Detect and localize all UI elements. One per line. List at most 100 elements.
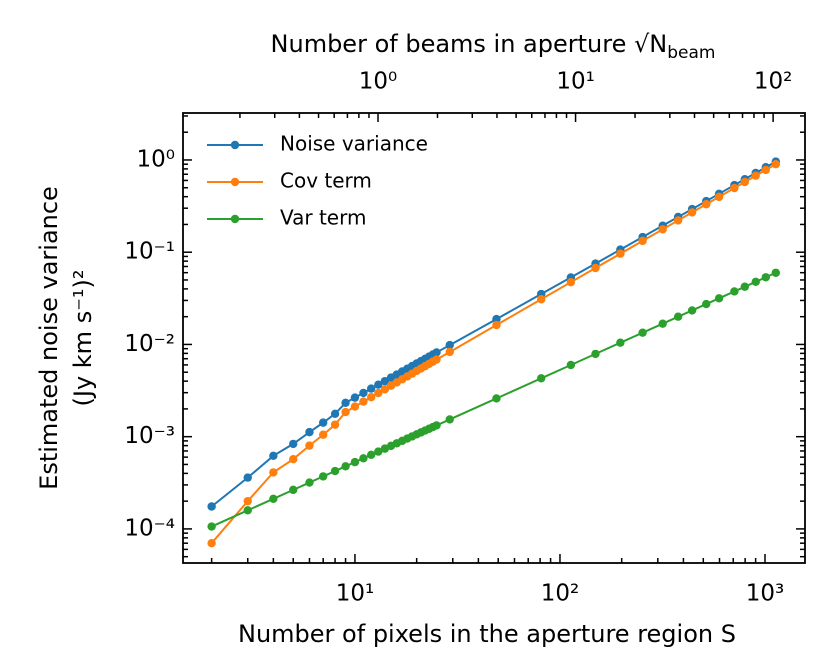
data-point — [687, 208, 697, 217]
data-point — [616, 249, 625, 258]
data-point — [366, 450, 376, 460]
data-point — [638, 236, 647, 246]
data-point — [289, 439, 298, 449]
data-point — [359, 397, 368, 406]
y-tick-label: 10⁰ — [137, 146, 176, 172]
legend-marker — [230, 214, 240, 224]
y-tick-label: 10⁻² — [124, 331, 175, 357]
x-tick-label: 10² — [541, 581, 580, 607]
y-tick-label: 10⁻³ — [124, 423, 175, 449]
data-point — [638, 328, 647, 337]
data-point — [374, 447, 383, 456]
data-point — [616, 338, 625, 347]
x-tick-label: 10³ — [746, 581, 785, 607]
data-point — [702, 299, 711, 309]
data-point — [492, 314, 501, 324]
y-axis-title: Estimated noise variance — [35, 186, 63, 490]
data-point — [673, 216, 683, 225]
top-x-tick-label: 10⁰ — [359, 69, 398, 95]
data-point — [537, 295, 546, 304]
data-point — [492, 394, 501, 403]
data-point — [341, 398, 350, 407]
top-axis-title: Number of beams in aperture √Nbeam — [271, 30, 716, 63]
data-point — [591, 349, 600, 359]
data-point — [305, 478, 314, 487]
data-point — [432, 421, 441, 430]
data-point — [751, 171, 760, 180]
data-point — [350, 393, 360, 402]
data-point — [702, 200, 711, 209]
data-point — [380, 376, 390, 386]
data-point — [305, 441, 314, 450]
data-point — [305, 427, 314, 437]
legend-marker — [230, 177, 240, 187]
data-point — [658, 319, 667, 328]
x-tick-label: 10¹ — [336, 581, 375, 607]
data-point — [289, 454, 298, 464]
data-point — [359, 454, 368, 463]
data-point — [761, 165, 771, 175]
top-x-tick-label: 10² — [754, 69, 793, 95]
data-point — [207, 538, 216, 548]
data-point — [366, 384, 376, 393]
data-point — [341, 407, 350, 417]
data-point — [243, 496, 252, 506]
data-point — [207, 502, 216, 511]
data-point — [730, 183, 739, 193]
data-point — [289, 485, 298, 495]
data-point — [330, 466, 340, 476]
data-point — [730, 287, 739, 296]
data-point — [566, 360, 576, 370]
data-point — [740, 282, 750, 291]
legend-label: Var term — [280, 206, 366, 230]
data-point — [445, 415, 454, 424]
data-point — [658, 225, 667, 234]
data-point — [341, 462, 350, 471]
data-point — [318, 472, 328, 481]
data-point — [445, 340, 454, 350]
legend-label: Cov term — [280, 169, 372, 193]
data-point — [591, 263, 600, 273]
data-point — [374, 388, 383, 398]
plot-frame — [182, 112, 806, 564]
data-point — [269, 451, 278, 461]
data-point — [318, 430, 328, 439]
data-point — [537, 374, 546, 383]
data-point — [432, 355, 441, 364]
legend-label: Noise variance — [280, 132, 428, 156]
data-point — [740, 177, 750, 187]
x-axis-title: Number of pixels in the aperture region … — [238, 620, 736, 648]
data-point — [269, 494, 278, 504]
data-point — [243, 473, 252, 482]
data-point — [566, 277, 576, 287]
data-point — [366, 392, 376, 402]
data-point — [359, 388, 368, 398]
data-point — [771, 268, 781, 277]
data-point — [492, 320, 501, 330]
data-point — [269, 468, 278, 477]
y-tick-label: 10⁻¹ — [124, 239, 175, 265]
data-point — [751, 277, 760, 287]
data-point — [761, 273, 771, 282]
data-point — [771, 159, 781, 169]
y-axis-title: (Jy km s⁻¹)² — [69, 270, 97, 407]
top-axis-title-sub: beam — [667, 43, 715, 63]
top-x-tick-label: 10¹ — [556, 69, 595, 95]
data-point — [330, 409, 340, 419]
data-point — [350, 457, 360, 467]
data-point — [714, 192, 724, 202]
data-point — [673, 312, 683, 321]
data-point — [243, 506, 252, 515]
data-point — [207, 522, 216, 531]
data-point — [380, 385, 390, 394]
data-point — [445, 347, 454, 357]
top-axis-title-main: Number of beams in aperture √N — [271, 30, 668, 58]
data-point — [687, 306, 697, 315]
data-point — [374, 380, 383, 389]
data-point — [318, 418, 328, 427]
data-point — [714, 294, 724, 303]
y-tick-label: 10⁻⁴ — [124, 515, 175, 541]
data-point — [330, 420, 340, 429]
data-point — [432, 348, 441, 357]
